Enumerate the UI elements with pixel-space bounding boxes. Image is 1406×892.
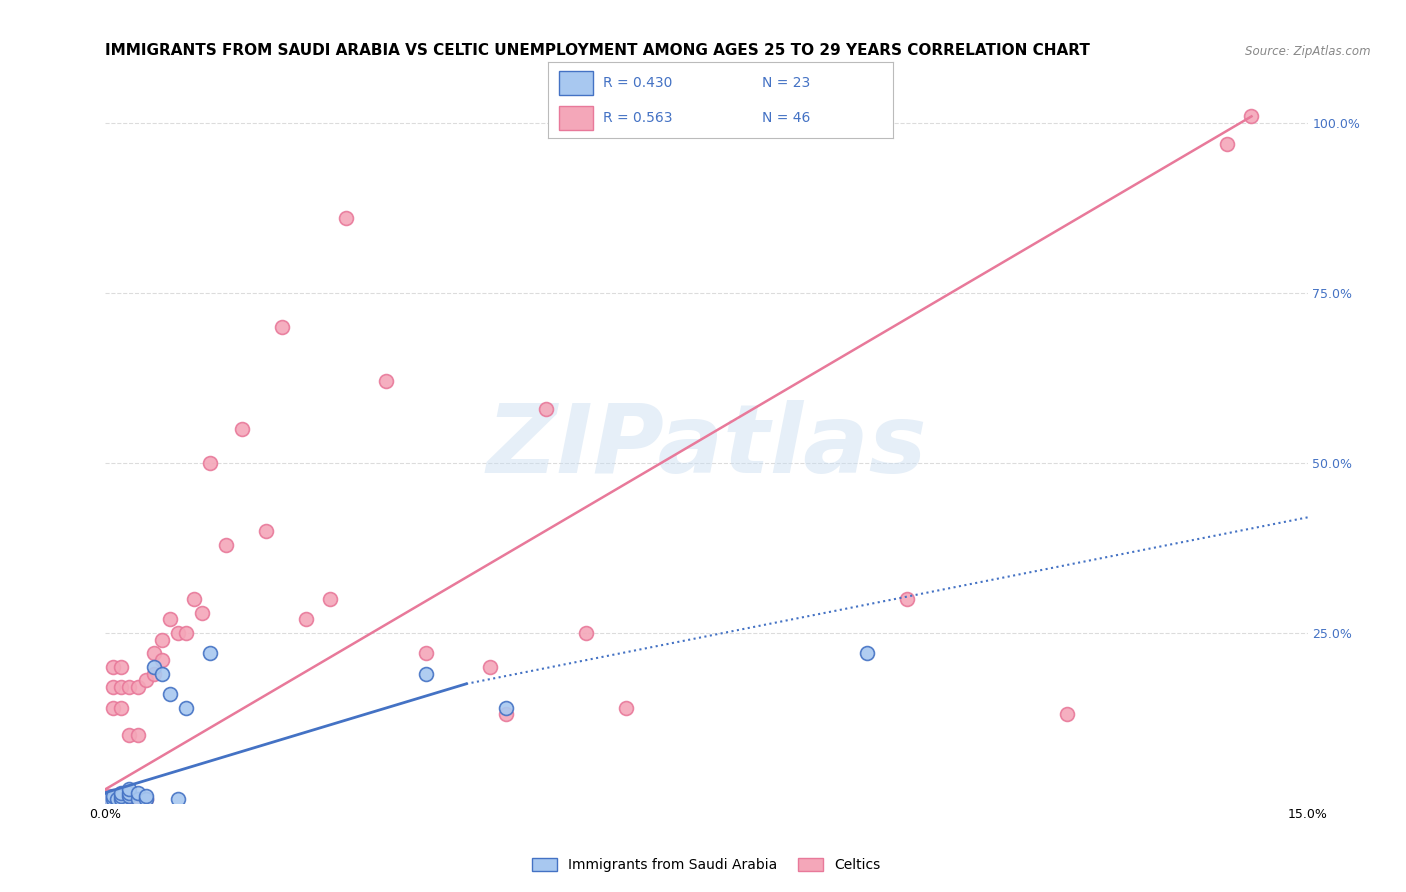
Bar [558, 105, 593, 130]
Point [150, 632, 173, 647]
Point [166, 626, 188, 640]
Point [135, 673, 157, 688]
Point [107, 792, 129, 806]
Point [110, 680, 132, 694]
Point [896, 591, 918, 606]
Point [150, 666, 173, 681]
Point [254, 524, 277, 538]
Point [159, 687, 181, 701]
Point [127, 728, 149, 742]
Point [98, 789, 121, 803]
Point [110, 789, 132, 803]
Point [107, 792, 129, 806]
Point [1240, 109, 1263, 123]
Point [127, 792, 149, 806]
Text: N = 46: N = 46 [762, 111, 810, 125]
Point [135, 789, 157, 803]
Point [231, 422, 253, 436]
Point [135, 792, 157, 806]
Point [374, 375, 398, 389]
Point [855, 646, 877, 660]
Point [415, 666, 437, 681]
Point [335, 211, 357, 226]
Point [1056, 707, 1078, 722]
Point [295, 612, 318, 626]
Point [135, 792, 157, 806]
Point [142, 666, 165, 681]
Text: Source: ZipAtlas.com: Source: ZipAtlas.com [1246, 45, 1371, 58]
Point [118, 782, 141, 797]
Point [103, 660, 125, 674]
Point [103, 680, 125, 694]
Point [127, 786, 149, 800]
Point [479, 660, 502, 674]
Point [166, 792, 188, 806]
Point [127, 680, 149, 694]
Text: R = 0.430: R = 0.430 [603, 76, 673, 90]
Point [150, 653, 173, 667]
Point [198, 456, 221, 470]
Point [534, 401, 557, 416]
Point [142, 660, 165, 674]
Text: N = 23: N = 23 [762, 76, 810, 90]
Point [103, 792, 125, 806]
Point [495, 707, 517, 722]
Point [616, 700, 638, 714]
Point [174, 626, 197, 640]
Point [1216, 136, 1239, 151]
Point [97, 792, 120, 806]
Point [110, 792, 132, 806]
Point [190, 606, 212, 620]
Point [118, 789, 141, 803]
Point [319, 591, 342, 606]
Point [110, 786, 132, 800]
Point [118, 728, 141, 742]
Point [270, 320, 292, 334]
Point [159, 612, 181, 626]
Point [118, 680, 141, 694]
Point [415, 646, 437, 660]
Point [103, 789, 125, 803]
Bar [558, 70, 593, 95]
Point [110, 700, 132, 714]
Point [101, 792, 124, 806]
Point [214, 537, 236, 551]
Text: R = 0.563: R = 0.563 [603, 111, 673, 125]
Point [575, 626, 598, 640]
Point [198, 646, 221, 660]
Point [110, 660, 132, 674]
Legend: Immigrants from Saudi Arabia, Celtics: Immigrants from Saudi Arabia, Celtics [527, 853, 886, 878]
Point [98, 792, 121, 806]
Point [174, 700, 197, 714]
Text: IMMIGRANTS FROM SAUDI ARABIA VS CELTIC UNEMPLOYMENT AMONG AGES 25 TO 29 YEARS CO: IMMIGRANTS FROM SAUDI ARABIA VS CELTIC U… [105, 43, 1090, 58]
Text: ZIPatlas: ZIPatlas [486, 400, 927, 492]
Point [103, 700, 125, 714]
Point [183, 591, 205, 606]
Point [495, 700, 517, 714]
Point [127, 792, 149, 806]
Point [118, 786, 141, 800]
Point [142, 646, 165, 660]
Point [118, 792, 141, 806]
